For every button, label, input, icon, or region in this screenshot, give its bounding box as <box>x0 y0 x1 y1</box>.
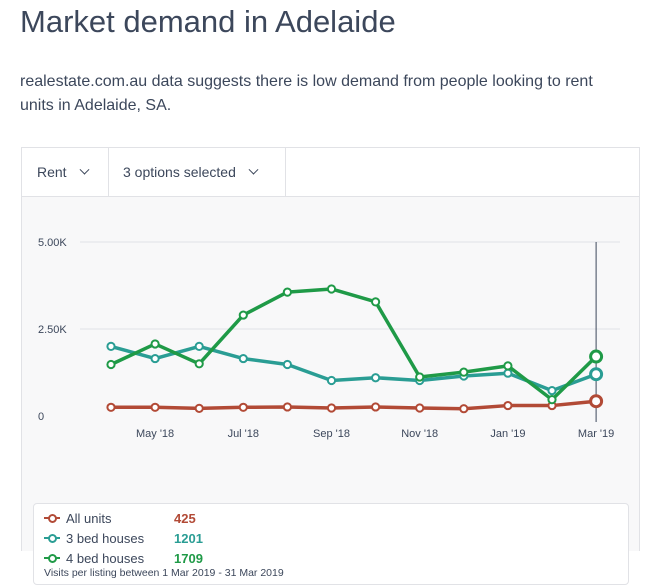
property-options-dropdown[interactable]: 3 options selected <box>109 148 286 196</box>
y-tick-label: 2.50K <box>38 324 67 336</box>
data-point <box>238 402 248 412</box>
chevron-down-icon <box>79 164 90 175</box>
legend-item-label: 4 bed houses <box>66 550 145 566</box>
legend-item-all-units[interactable]: All units 425 <box>44 509 196 527</box>
page-title: Market demand in Adelaide <box>20 4 396 39</box>
data-point <box>415 403 425 413</box>
x-tick-label: Jul '18 <box>228 428 259 440</box>
data-point <box>371 373 381 383</box>
x-tick-label: Mar '19 <box>578 428 614 440</box>
data-point <box>371 402 381 412</box>
x-tick-label: Nov '18 <box>401 428 438 440</box>
chevron-down-icon <box>248 164 259 175</box>
data-point <box>150 353 160 364</box>
data-point <box>282 402 292 412</box>
chart-legend: All units 425 3 bed houses 1201 4 bed ho… <box>33 503 629 585</box>
chart-area: 0 2.50K 5.00K May '18 Jul '18 Sep '18 Nov '18 J… <box>22 197 639 585</box>
listing-type-dropdown[interactable]: Rent <box>22 148 109 196</box>
data-point <box>282 287 292 297</box>
legend-note: Visits per listing between 1 Mar 2019 - … <box>44 567 284 579</box>
y-tick-label: 0 <box>38 411 44 423</box>
data-point <box>326 284 337 294</box>
chart-panel: Rent 3 options selected 0 2.50K 5.00K May '… <box>21 147 640 585</box>
data-point <box>194 359 204 369</box>
data-point <box>589 349 604 364</box>
legend-marker-icon <box>44 513 60 523</box>
legend-item-3-bed-houses[interactable]: 3 bed houses 1201 <box>44 529 203 547</box>
x-tick-label: May '18 <box>136 428 174 440</box>
legend-item-value: 1201 <box>174 530 203 546</box>
chart-controls: Rent 3 options selected <box>22 148 639 197</box>
legend-item-label: All units <box>66 510 112 526</box>
data-point <box>150 339 160 349</box>
data-point <box>194 403 204 413</box>
series-line <box>109 344 598 393</box>
line-chart: 0 2.50K 5.00K May '18 Jul '18 Sep '18 Nov '18 J… <box>38 237 620 440</box>
data-point <box>326 375 337 386</box>
data-point <box>371 297 381 307</box>
y-tick-label: 5.00K <box>38 237 67 249</box>
data-point <box>503 368 513 378</box>
data-point <box>547 395 557 405</box>
data-point <box>415 372 425 382</box>
series-line <box>109 287 598 402</box>
data-point <box>238 310 248 320</box>
data-point <box>106 402 116 412</box>
listing-type-label: Rent <box>37 164 67 180</box>
legend-marker-icon <box>44 533 60 543</box>
data-point <box>326 403 337 413</box>
data-point <box>106 341 116 351</box>
data-point <box>194 341 204 351</box>
legend-item-value: 425 <box>174 510 196 526</box>
data-point <box>238 353 248 364</box>
data-point <box>106 359 116 370</box>
data-point <box>150 402 160 412</box>
series-line <box>109 399 598 411</box>
legend-marker-icon <box>44 553 60 563</box>
data-point <box>547 385 557 396</box>
data-point <box>589 367 604 382</box>
legend-item-label: 3 bed houses <box>66 530 145 546</box>
page-description: realestate.com.au data suggests there is… <box>20 73 593 114</box>
data-point <box>589 394 604 409</box>
legend-item-value: 1709 <box>174 550 203 566</box>
data-point <box>503 400 513 411</box>
x-tick-label: Jan '19 <box>490 428 525 440</box>
property-options-label: 3 options selected <box>123 164 236 180</box>
data-point <box>459 404 469 414</box>
data-point <box>503 361 513 371</box>
legend-item-4-bed-houses[interactable]: 4 bed houses 1709 <box>44 549 203 567</box>
data-point <box>459 367 469 377</box>
data-point <box>282 359 292 370</box>
x-tick-label: Sep '18 <box>313 428 350 440</box>
